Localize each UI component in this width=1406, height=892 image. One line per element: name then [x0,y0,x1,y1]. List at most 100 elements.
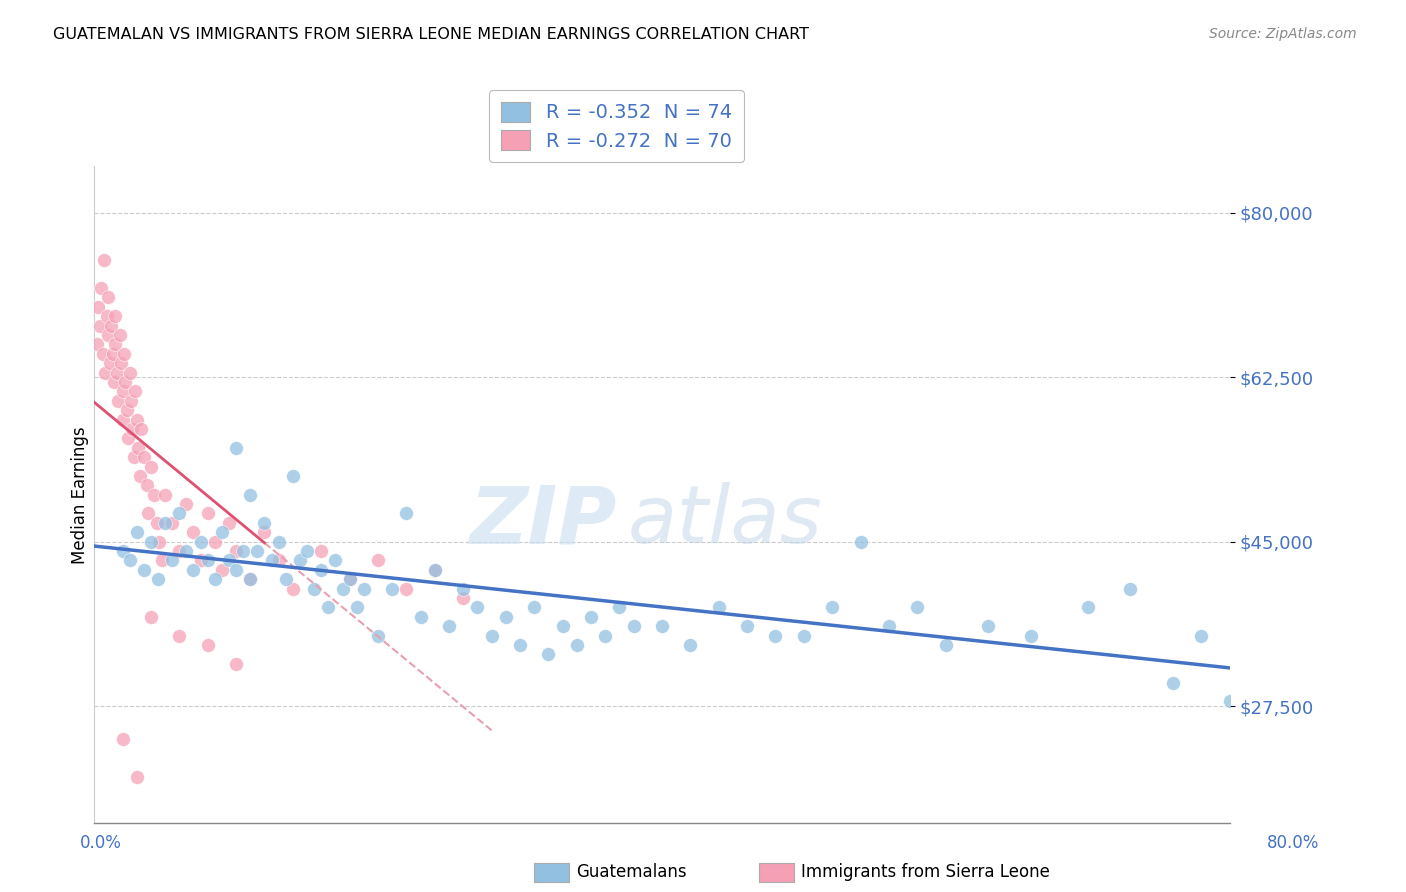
Point [135,478,157,492]
Point [309,563,332,577]
Point [607,600,630,615]
Point [183,525,205,540]
Point [225,563,247,577]
Point [339,572,361,586]
Point [1077,600,1099,615]
Point [707,600,730,615]
Point [104,337,127,351]
Text: Guatemalans: Guatemalans [576,863,688,881]
Point [367,629,389,643]
Point [593,629,616,643]
Point [122,450,145,464]
Point [281,469,304,483]
Point [98,356,121,370]
Point [136,507,159,521]
Point [467,600,489,615]
Point [104,310,127,324]
Point [274,572,297,586]
Point [381,582,404,596]
Point [267,553,290,567]
Point [111,384,134,399]
Text: 0.0%: 0.0% [80,834,122,852]
Point [239,572,262,586]
Point [409,610,432,624]
Point [128,469,150,483]
Point [94,366,117,380]
Point [107,393,129,408]
Point [204,572,226,586]
Point [169,544,191,558]
Point [190,553,212,567]
Point [423,563,446,577]
Y-axis label: Median Earnings: Median Earnings [72,425,89,564]
Point [93,252,115,267]
Point [125,770,148,784]
Point [103,375,125,389]
Point [204,534,226,549]
Point [97,290,120,304]
Point [239,488,262,502]
Point [160,553,183,567]
Point [1119,582,1142,596]
Point [127,441,149,455]
Point [395,507,418,521]
Point [125,525,148,540]
Point [150,553,173,567]
Point [793,629,815,643]
Point [260,553,283,567]
Point [495,610,517,624]
Point [145,516,167,530]
Point [211,525,233,540]
Point [253,516,276,530]
Point [977,619,1000,633]
Text: Source: ZipAtlas.com: Source: ZipAtlas.com [1209,27,1357,41]
Point [1161,675,1184,690]
Legend: R = -0.352  N = 74, R = -0.272  N = 70: R = -0.352 N = 74, R = -0.272 N = 70 [489,90,744,162]
Point [253,525,276,540]
Point [288,553,311,567]
Point [218,516,240,530]
Point [197,507,219,521]
Point [907,600,929,615]
Point [1219,694,1241,708]
Point [395,582,418,596]
Point [302,582,325,596]
Point [197,553,219,567]
Point [146,572,169,586]
Point [125,412,148,426]
Point [339,572,361,586]
Point [132,450,155,464]
Point [651,619,673,633]
Point [437,619,460,633]
Point [225,441,247,455]
Point [139,534,162,549]
Point [169,629,191,643]
Point [332,582,354,596]
Point [132,563,155,577]
Point [91,347,114,361]
Text: Immigrants from Sierra Leone: Immigrants from Sierra Leone [801,863,1050,881]
Point [367,553,389,567]
Point [551,619,574,633]
Text: GUATEMALAN VS IMMIGRANTS FROM SIERRA LEONE MEDIAN EARNINGS CORRELATION CHART: GUATEMALAN VS IMMIGRANTS FROM SIERRA LEO… [53,27,810,42]
Point [239,572,262,586]
Point [325,553,347,567]
Point [86,337,108,351]
Point [115,403,138,417]
Point [318,600,340,615]
Point [211,563,233,577]
Point [537,648,560,662]
Point [121,422,143,436]
Point [935,638,957,652]
Point [849,534,872,549]
Point [232,544,254,558]
Point [176,544,198,558]
Point [90,281,112,295]
Point [623,619,645,633]
Point [105,366,128,380]
Point [679,638,702,652]
Point [295,544,318,558]
Point [142,488,165,502]
Point [124,384,146,399]
Point [1189,629,1212,643]
